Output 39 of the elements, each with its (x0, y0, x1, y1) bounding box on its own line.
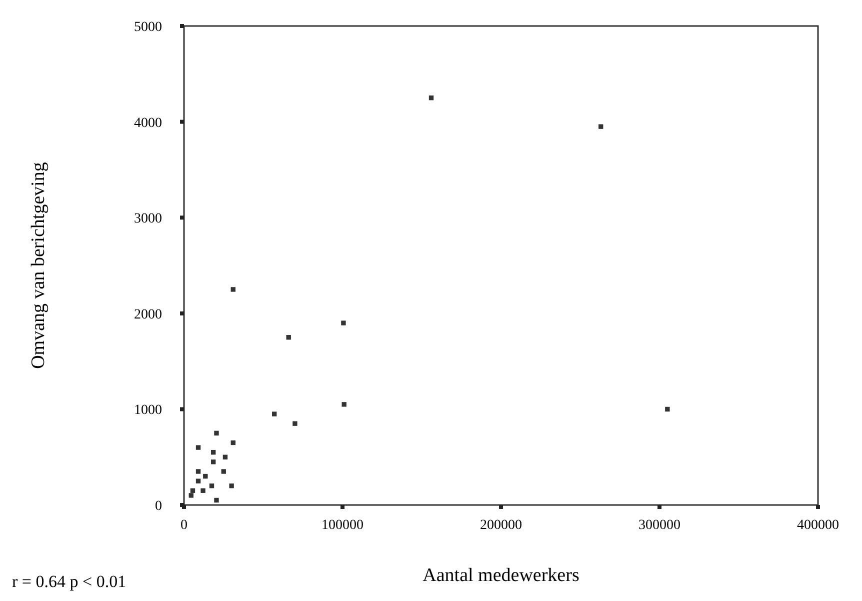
text: r = 0.64 p < 0.01 (12, 572, 126, 591)
point (230, 440, 236, 446)
point (342, 402, 346, 407)
y-tick-label: 1000 (134, 403, 162, 418)
point (665, 406, 670, 412)
x-tick-label: 100000 (322, 518, 364, 533)
point (428, 96, 434, 100)
point (200, 488, 206, 493)
y-tick-label: 2000 (134, 307, 162, 322)
point (190, 488, 196, 493)
point (196, 469, 201, 474)
point (210, 450, 216, 455)
y-tick-label: 0 (155, 499, 162, 514)
x-tick-label: 300000 (638, 518, 680, 533)
x-tick-label: 0 (180, 518, 188, 533)
y-axis-title: Omvang van berichtgeving (28, 162, 49, 369)
point (286, 335, 291, 340)
point (272, 412, 277, 416)
point (230, 287, 236, 292)
point (222, 454, 228, 460)
x-axis-title: Aantal medewerkers (422, 565, 580, 586)
y-tick-label: 3000 (134, 212, 162, 227)
point (229, 483, 234, 488)
point (341, 320, 346, 326)
point (210, 460, 216, 464)
point (214, 498, 219, 503)
point (292, 421, 298, 426)
point (221, 469, 226, 474)
point (196, 445, 201, 450)
y-tick-label: 5000 (134, 20, 162, 35)
x-tick-label: 400000 (797, 518, 839, 533)
point (196, 478, 201, 484)
x-tick-label: 200000 (480, 518, 522, 533)
point (209, 483, 214, 488)
point (214, 430, 219, 436)
point (598, 124, 604, 129)
point (203, 474, 208, 479)
point (188, 493, 194, 498)
y-tick-label: 4000 (134, 116, 162, 131)
